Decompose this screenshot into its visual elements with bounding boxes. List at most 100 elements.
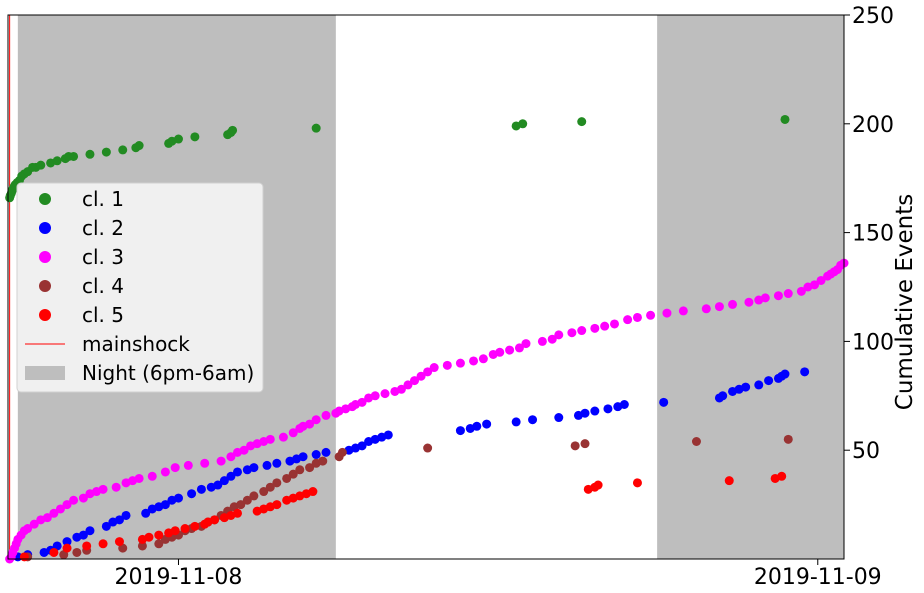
data-point	[101, 147, 111, 157]
legend-item: mainshock	[25, 332, 190, 356]
y-tick-label: 150	[852, 222, 894, 247]
data-point	[216, 456, 226, 466]
data-point	[809, 280, 819, 290]
data-point	[396, 384, 406, 394]
legend: cl. 1 cl. 2 cl. 3 cl. 4 cl. 5 mainshock Night …	[16, 182, 264, 393]
data-point	[505, 345, 515, 355]
data-point	[98, 484, 108, 494]
data-point	[580, 439, 590, 449]
legend-marker	[39, 280, 51, 292]
data-point	[19, 552, 29, 562]
data-point	[521, 339, 531, 349]
data-point	[423, 443, 433, 453]
data-point	[403, 380, 413, 390]
x-axis: 2019-11-08 2019-11-09	[115, 559, 882, 590]
data-point	[728, 299, 738, 309]
legend-label: cl. 3	[82, 245, 124, 269]
data-point	[242, 495, 252, 505]
legend-box	[16, 182, 264, 393]
data-point	[78, 493, 88, 503]
data-point	[455, 426, 465, 436]
data-point	[226, 452, 236, 462]
data-point	[590, 323, 600, 333]
data-point	[495, 347, 505, 357]
data-point	[232, 508, 242, 518]
data-point	[62, 537, 72, 547]
legend-marker	[39, 193, 51, 205]
legend-label: cl. 5	[82, 303, 124, 327]
data-point	[78, 530, 88, 540]
data-point	[318, 456, 328, 466]
data-point	[173, 134, 183, 144]
legend-patch	[25, 366, 65, 380]
legend-label: Night (6pm-6am)	[82, 361, 254, 385]
legend-label: cl. 1	[82, 187, 124, 211]
data-point	[228, 125, 238, 135]
data-point	[272, 500, 282, 510]
data-point	[701, 304, 711, 314]
data-point	[518, 119, 528, 129]
legend-item: cl. 1	[39, 187, 124, 211]
data-point	[305, 419, 315, 429]
data-point	[249, 491, 259, 501]
data-point	[226, 471, 236, 481]
data-point	[278, 432, 288, 442]
data-point	[744, 297, 754, 307]
data-point	[49, 508, 59, 518]
data-point	[619, 400, 629, 410]
data-point	[305, 463, 315, 473]
data-point	[780, 369, 790, 379]
data-point	[196, 484, 206, 494]
data-point	[547, 334, 557, 344]
data-point	[111, 482, 121, 492]
data-point	[69, 495, 79, 505]
data-point	[173, 493, 183, 503]
data-point	[800, 367, 810, 377]
data-point	[98, 539, 108, 549]
legend-item: Night (6pm-6am)	[25, 361, 254, 385]
data-point	[724, 476, 734, 486]
legend-label: cl. 2	[82, 216, 124, 240]
data-point	[632, 312, 642, 322]
legend-item: cl. 3	[39, 245, 124, 269]
data-point	[114, 515, 124, 525]
y-tick-label: 50	[852, 439, 880, 464]
data-point	[141, 508, 151, 518]
data-point	[714, 302, 724, 312]
data-point	[537, 336, 547, 346]
data-point	[760, 293, 770, 303]
data-point	[29, 519, 39, 529]
data-point	[554, 330, 564, 340]
data-point	[370, 391, 380, 401]
series-1	[5, 114, 790, 203]
data-point	[783, 434, 793, 444]
data-point	[272, 478, 282, 488]
data-point	[62, 500, 72, 510]
data-point	[780, 114, 790, 124]
data-point	[288, 469, 298, 479]
series-5	[19, 471, 787, 562]
data-point	[741, 382, 751, 392]
data-point	[249, 463, 259, 473]
y-tick-label: 100	[852, 330, 894, 355]
data-point	[380, 389, 390, 399]
legend-item: cl. 5	[39, 303, 124, 327]
data-point	[777, 471, 787, 481]
data-point	[603, 404, 613, 414]
data-point	[478, 354, 488, 364]
data-point	[416, 371, 426, 381]
data-point	[121, 510, 131, 520]
data-point	[311, 123, 321, 133]
data-point	[442, 360, 452, 370]
data-point	[288, 428, 298, 438]
y-tick-label: 250	[852, 4, 894, 29]
data-point	[600, 321, 610, 331]
data-point	[183, 460, 193, 470]
data-point	[259, 487, 269, 497]
data-point	[42, 513, 52, 523]
data-point	[577, 326, 587, 336]
data-point	[72, 547, 82, 557]
data-point	[160, 500, 170, 510]
data-point	[816, 275, 826, 285]
data-point	[357, 397, 367, 407]
